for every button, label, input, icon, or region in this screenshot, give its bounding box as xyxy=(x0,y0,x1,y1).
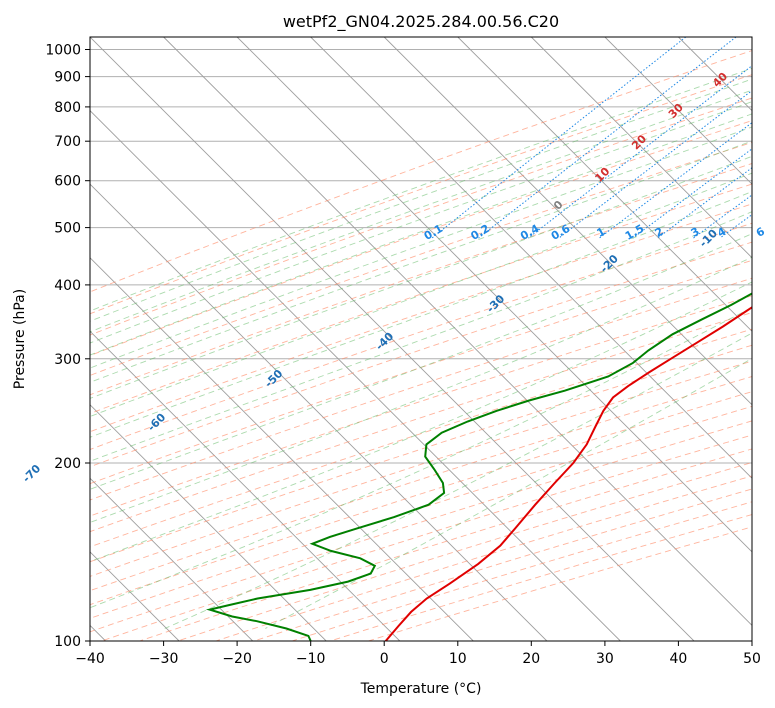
dry-adiabat-line xyxy=(90,391,752,606)
dry-adiabat-line xyxy=(90,259,752,485)
y-axis-label: Pressure (hPa) xyxy=(12,289,28,389)
dry-adiabat-line xyxy=(90,344,752,563)
dry-adiabat-line xyxy=(90,97,752,336)
x-axis-label: Temperature (°C) xyxy=(360,681,482,697)
isotherm-line xyxy=(236,37,752,553)
moist-adiabat-line xyxy=(265,357,752,629)
profiles xyxy=(205,292,752,641)
isotherm-line xyxy=(90,37,695,641)
moist-adiabat-line xyxy=(90,191,752,438)
y-tick-label: 600 xyxy=(54,174,81,190)
axis-ticks: −40 −30 −20 −10 0 10 20 30 40 50 100 200 300 400 500 60… xyxy=(45,43,761,668)
y-tick-label: 1000 xyxy=(45,43,81,59)
dry-adiabat-line xyxy=(90,376,752,592)
dry-adiabat-line xyxy=(90,120,752,357)
x-tick-label: 40 xyxy=(669,651,687,667)
dry-adiabat-line xyxy=(368,526,752,641)
x-tick-label: 20 xyxy=(522,651,540,667)
x-tick-label: −30 xyxy=(149,651,179,667)
mixing-ratio-line xyxy=(693,194,752,239)
mixing-ratio-line xyxy=(632,148,752,239)
moist-adiabat-line xyxy=(164,332,752,629)
y-tick-label: 400 xyxy=(54,278,81,294)
y-tick-label: 100 xyxy=(54,634,81,650)
isotherm-line xyxy=(90,330,401,641)
y-tick-label: 200 xyxy=(54,456,81,472)
dry-adiabat-line xyxy=(90,222,752,451)
dry-adiabat-line xyxy=(215,475,752,641)
x-tick-label: 30 xyxy=(596,651,614,667)
dry-adiabat-line xyxy=(291,501,752,641)
y-tick-label: 500 xyxy=(54,221,81,237)
isotherm-line xyxy=(90,404,327,641)
dewpoint-line xyxy=(205,292,752,641)
dry-adiabat-line xyxy=(253,488,752,641)
y-tick-label: 900 xyxy=(54,70,81,86)
dry-adiabat-line xyxy=(90,203,752,433)
moist-adiabat-line xyxy=(90,281,752,563)
isotherm-line xyxy=(163,37,752,627)
moist-adiabat-line xyxy=(90,78,752,322)
mixing-ratio-line xyxy=(431,37,687,239)
plot-frame xyxy=(89,36,753,642)
dry-adiabat-line xyxy=(90,163,752,396)
moist-adiabat-line xyxy=(90,140,752,383)
x-tick-label: −20 xyxy=(222,651,252,667)
background-lines xyxy=(90,37,752,641)
x-tick-label: 50 xyxy=(743,651,761,667)
moist-adiabat-line xyxy=(90,172,752,417)
isotherm-line xyxy=(90,183,548,641)
temperature-line xyxy=(384,306,752,641)
y-tick-label: 800 xyxy=(54,100,81,116)
x-tick-label: 10 xyxy=(449,651,467,667)
mixing-ratio-line xyxy=(527,65,752,239)
dry-adiabat-line xyxy=(329,514,752,641)
x-tick-label: 0 xyxy=(380,651,389,667)
y-tick-label: 300 xyxy=(54,352,81,368)
moist-adiabat-line xyxy=(90,67,752,312)
y-tick-label: 700 xyxy=(54,134,81,150)
dry-adiabat-line xyxy=(90,241,752,468)
dry-adiabat-line xyxy=(90,141,752,376)
x-tick-label: −10 xyxy=(296,651,326,667)
mixing-ratio-line xyxy=(558,89,752,239)
isotherm-line xyxy=(90,257,474,641)
x-tick-label: −40 xyxy=(75,651,105,667)
isotherm-line xyxy=(604,37,752,185)
isotherm-line xyxy=(90,109,621,641)
dry-adiabat-line xyxy=(90,183,752,415)
dry-adiabat-line xyxy=(90,360,752,577)
moist-adiabat-line xyxy=(90,211,752,462)
dry-adiabat-line xyxy=(90,328,752,548)
isotherm-line xyxy=(383,37,752,406)
isotherm-line xyxy=(310,37,752,479)
chart-title: wetPf2_GN04.2025.284.00.56.C20 xyxy=(283,12,559,32)
